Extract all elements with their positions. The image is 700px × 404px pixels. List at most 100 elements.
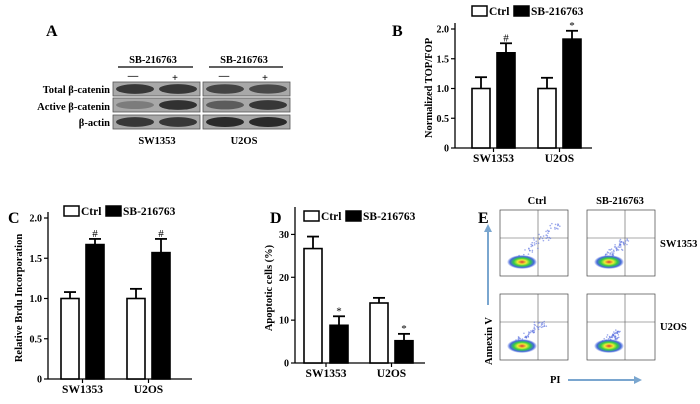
flow-density-cluster [507, 255, 537, 269]
flow-event [542, 325, 544, 328]
flow-event [607, 251, 610, 254]
legend-label: SB-216763 [363, 211, 416, 223]
flow-event [533, 243, 536, 246]
legend-swatch [345, 210, 362, 222]
western-blot-bands [112, 81, 291, 130]
flow-event [554, 223, 557, 226]
flow-event [537, 328, 540, 331]
flow-event [538, 233, 540, 236]
flow-event [616, 337, 619, 340]
flow-event [548, 236, 551, 239]
blot-band [159, 84, 197, 94]
y-tick-label: 10 [279, 316, 289, 327]
flow-event [616, 249, 618, 251]
flow-event [525, 335, 528, 338]
blot-band [159, 100, 197, 110]
y-tick-label: 0 [37, 375, 42, 386]
flow-event [540, 326, 543, 329]
flow-event [530, 245, 533, 248]
flow-event [533, 330, 536, 332]
flow-event [609, 249, 612, 251]
y-axis-label: Relative Brdu Incorporation [14, 234, 25, 362]
panel-a: A SB-216763 SB-216763 — + — + Total β-ca… [37, 23, 291, 147]
flow-event [547, 239, 550, 241]
flow-event [533, 242, 536, 244]
blot-band [159, 117, 197, 127]
flow-event [624, 240, 627, 242]
bar-treated [562, 38, 582, 149]
y-tick-label: 1.0 [30, 294, 43, 305]
chart-c: 0 0.5 1.0 1.5 2.0 Relative Brdu Incorporation… [14, 205, 192, 396]
flow-x-label: PI [550, 375, 561, 386]
flow-row-label: SW1353 [660, 239, 697, 250]
flow-event [606, 334, 609, 336]
y-tick-label: 2.0 [30, 214, 43, 225]
flow-event [611, 253, 614, 255]
flow-event [610, 336, 613, 339]
flow-event [525, 337, 528, 339]
blot-row-label: β-actin [79, 118, 110, 129]
flow-event [618, 240, 621, 242]
flow-event [522, 253, 525, 256]
flow-event [615, 247, 618, 249]
flow-event [620, 241, 622, 244]
flow-event [540, 324, 543, 326]
flow-event [535, 242, 538, 245]
bar-treated [329, 324, 349, 364]
flow-event [529, 331, 532, 334]
plus-sign: + [172, 73, 178, 84]
legend-swatch [513, 5, 530, 17]
flow-event [608, 335, 611, 338]
flow-event [533, 323, 536, 326]
panel-e: E Ctrl SB-216763 SW1353 U2OS Annexin V P… [478, 196, 697, 386]
flow-column-label: SB-216763 [596, 196, 644, 207]
bar-treated [85, 243, 105, 380]
plus-sign: + [262, 73, 268, 84]
flow-event [519, 337, 521, 340]
flow-event [538, 238, 541, 240]
significance-mark: * [336, 305, 342, 317]
y-tick-label: 30 [279, 230, 289, 241]
category-label: SW1353 [473, 153, 514, 165]
flow-event [542, 239, 545, 242]
bar-treated [151, 251, 171, 380]
category-label: SW1353 [306, 368, 347, 380]
flow-event [618, 244, 621, 247]
flow-event [536, 325, 538, 328]
legend-label: SB-216763 [123, 206, 176, 218]
significance-mark: * [569, 20, 575, 32]
y-tick-label: 20 [279, 273, 289, 284]
flow-event [626, 238, 628, 240]
flow-event [609, 337, 611, 339]
flow-event [542, 235, 545, 237]
y-tick-label: 2.0 [437, 25, 450, 36]
panel-label-a: A [46, 23, 58, 40]
flow-event [546, 236, 549, 239]
flow-event [537, 247, 539, 250]
blot-band [116, 117, 154, 127]
blot-band [116, 100, 154, 110]
flow-event [533, 239, 535, 241]
treatment-label-u2os: SB-216763 [220, 55, 268, 66]
flow-event [533, 326, 536, 329]
flow-event [546, 234, 549, 237]
flow-density-cluster [594, 339, 624, 353]
category-label: U2OS [377, 368, 406, 380]
minus-sign: — [127, 71, 139, 82]
flow-event [605, 336, 608, 338]
flow-event [555, 227, 558, 230]
legend-swatch [105, 205, 122, 217]
flow-event [609, 252, 611, 254]
bar-ctrl [369, 302, 389, 364]
flow-event [530, 243, 532, 246]
cell-line-label: SW1353 [138, 136, 175, 147]
blot-band [116, 84, 154, 94]
flow-event [617, 330, 620, 333]
flow-event [619, 330, 621, 333]
flow-event [531, 244, 534, 247]
blot-band [206, 100, 244, 110]
flow-density-cluster [594, 255, 624, 269]
y-tick-label: 0 [284, 359, 289, 370]
